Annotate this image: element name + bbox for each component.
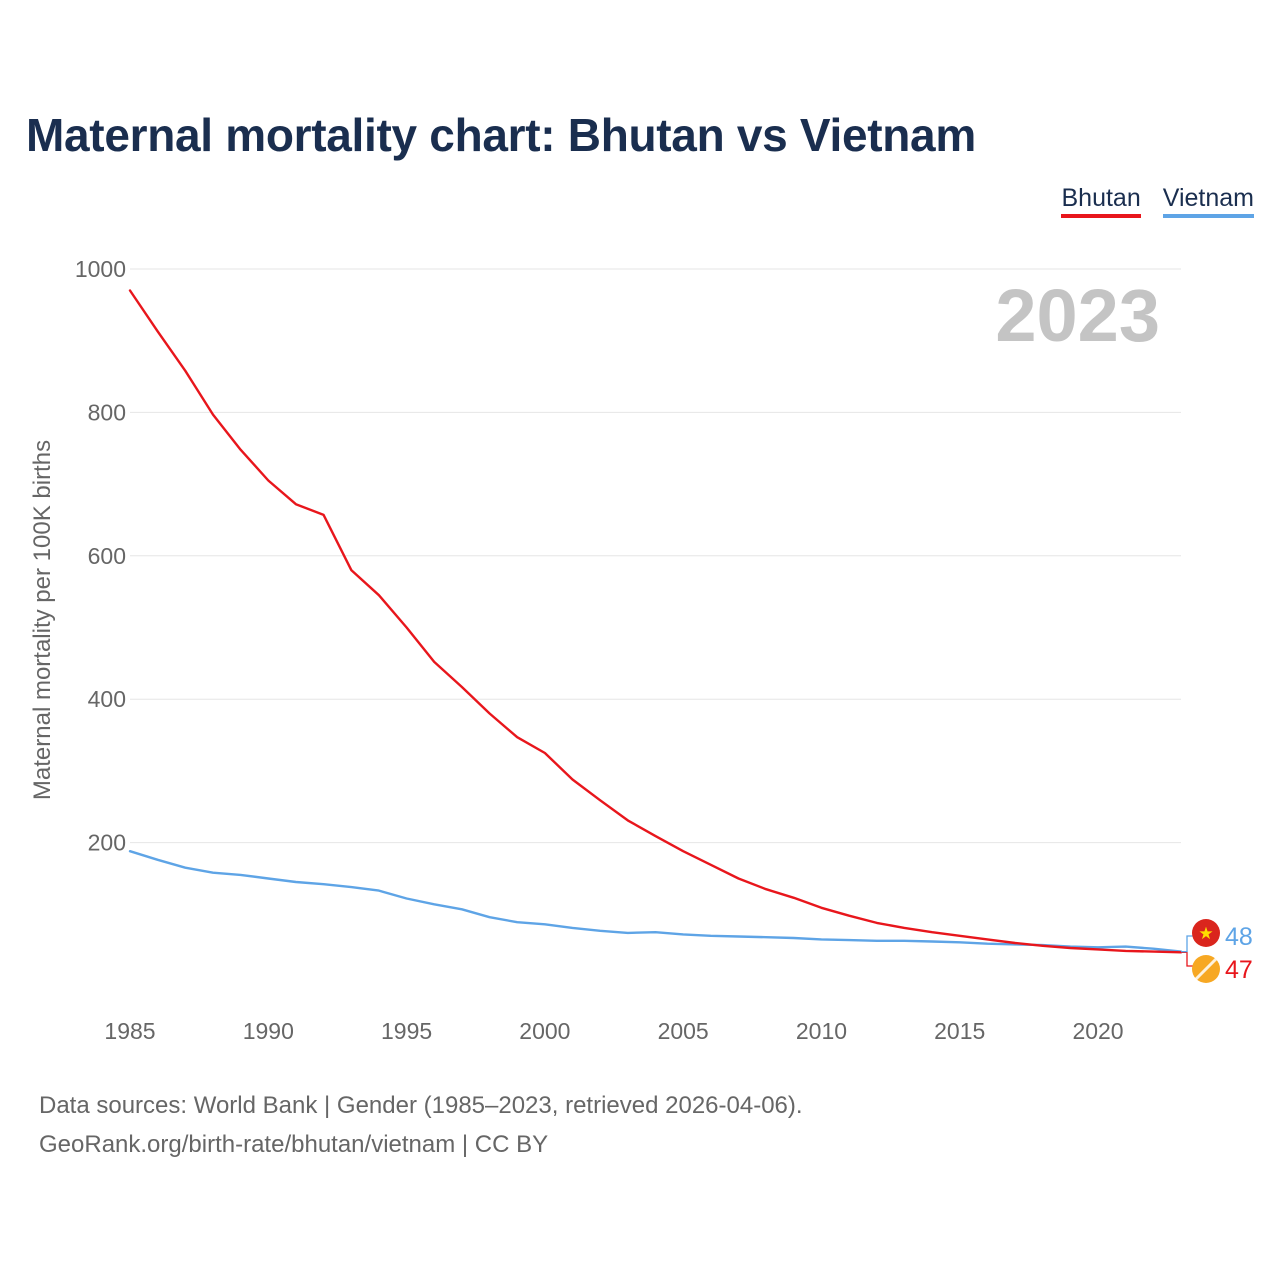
legend-item-bhutan[interactable]: Bhutan [1061,184,1141,218]
y-tick-label: 800 [88,399,126,425]
x-tick-label: 2005 [658,1018,709,1044]
series-line-bhutan[interactable] [128,289,1183,954]
y-tick-label: 600 [88,543,126,569]
page-title: Maternal mortality chart: Bhutan vs Viet… [26,109,976,161]
vietnam-flag-icon [1192,919,1220,947]
y-axis-ticks: 200 400 600 800 1000 [75,256,126,856]
legend-item-vietnam[interactable]: Vietnam [1162,184,1254,218]
source-note: Data sources: World Bank | Gender (1985–… [39,1092,803,1119]
series-line-vietnam[interactable] [128,850,1183,953]
y-tick-label: 1000 [75,256,126,282]
credit-note: GeoRank.org/birth-rate/bhutan/vietnam | … [39,1131,549,1158]
x-tick-label: 2020 [1072,1018,1123,1044]
line-chart: 2023 Maternal mortality per 100K births … [29,256,1253,1044]
series-end-labels: 47 ★ 48 [1181,919,1253,984]
x-axis-ticks: 1985 1990 1995 2000 2005 2010 2015 2020 [104,1018,1123,1044]
x-tick-label: 2010 [796,1018,847,1044]
series-lines [128,289,1183,954]
x-tick-label: 2000 [519,1018,570,1044]
gridlines [130,268,1181,844]
x-tick-label: 1995 [381,1018,432,1044]
y-axis-label: Maternal mortality per 100K births [29,440,56,800]
y-tick-label: 200 [88,830,126,856]
y-tick-label: 400 [88,686,126,712]
flag-dragon-icon [1192,955,1220,983]
end-value-vietnam: 48 [1225,923,1253,951]
year-watermark: 2023 [995,274,1160,357]
x-tick-label: 2015 [934,1018,985,1044]
flag-star-icon: ★ [1198,924,1213,944]
end-value-bhutan: 47 [1225,956,1253,984]
end-bracket-vietnam [1181,935,1193,953]
footer: Data sources: World Bank | Gender (1985–… [39,1086,803,1164]
legend: Bhutan Vietnam [1061,184,1254,218]
x-tick-label: 1990 [243,1018,294,1044]
x-tick-label: 1985 [104,1018,155,1044]
end-bracket-bhutan [1181,951,1193,967]
